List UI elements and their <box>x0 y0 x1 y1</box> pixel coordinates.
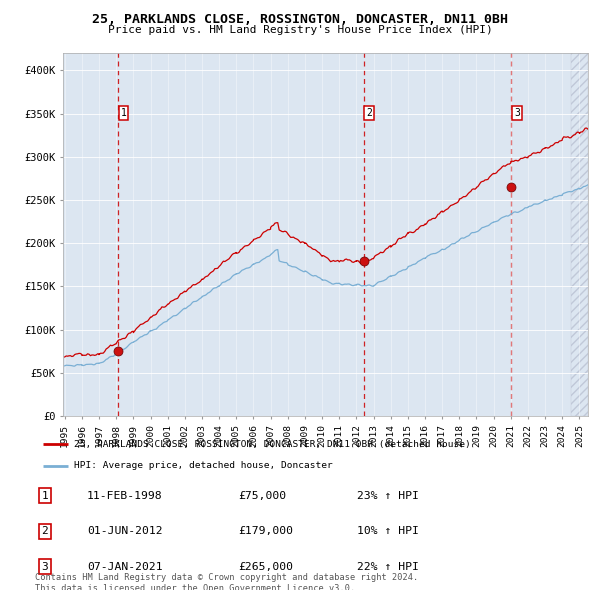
Text: 25, PARKLANDS CLOSE, ROSSINGTON, DONCASTER, DN11 0BH: 25, PARKLANDS CLOSE, ROSSINGTON, DONCAST… <box>92 13 508 26</box>
Text: 22% ↑ HPI: 22% ↑ HPI <box>357 562 419 572</box>
Text: HPI: Average price, detached house, Doncaster: HPI: Average price, detached house, Donc… <box>74 461 332 470</box>
Text: 2: 2 <box>41 526 48 536</box>
Text: 23% ↑ HPI: 23% ↑ HPI <box>357 491 419 501</box>
Text: 3: 3 <box>41 562 48 572</box>
Text: 1: 1 <box>41 491 48 501</box>
Text: 1: 1 <box>121 108 127 118</box>
Text: 3: 3 <box>514 108 520 118</box>
Text: 11-FEB-1998: 11-FEB-1998 <box>87 491 163 501</box>
Text: 2: 2 <box>366 108 372 118</box>
Text: £265,000: £265,000 <box>238 562 293 572</box>
Text: £75,000: £75,000 <box>238 491 286 501</box>
Text: 07-JAN-2021: 07-JAN-2021 <box>87 562 163 572</box>
Text: 10% ↑ HPI: 10% ↑ HPI <box>357 526 419 536</box>
Text: 25, PARKLANDS CLOSE, ROSSINGTON, DONCASTER, DN11 0BH (detached house): 25, PARKLANDS CLOSE, ROSSINGTON, DONCAST… <box>74 440 470 449</box>
Text: £179,000: £179,000 <box>238 526 293 536</box>
Text: Price paid vs. HM Land Registry's House Price Index (HPI): Price paid vs. HM Land Registry's House … <box>107 25 493 35</box>
Text: Contains HM Land Registry data © Crown copyright and database right 2024.
This d: Contains HM Land Registry data © Crown c… <box>35 573 418 590</box>
Text: 01-JUN-2012: 01-JUN-2012 <box>87 526 163 536</box>
